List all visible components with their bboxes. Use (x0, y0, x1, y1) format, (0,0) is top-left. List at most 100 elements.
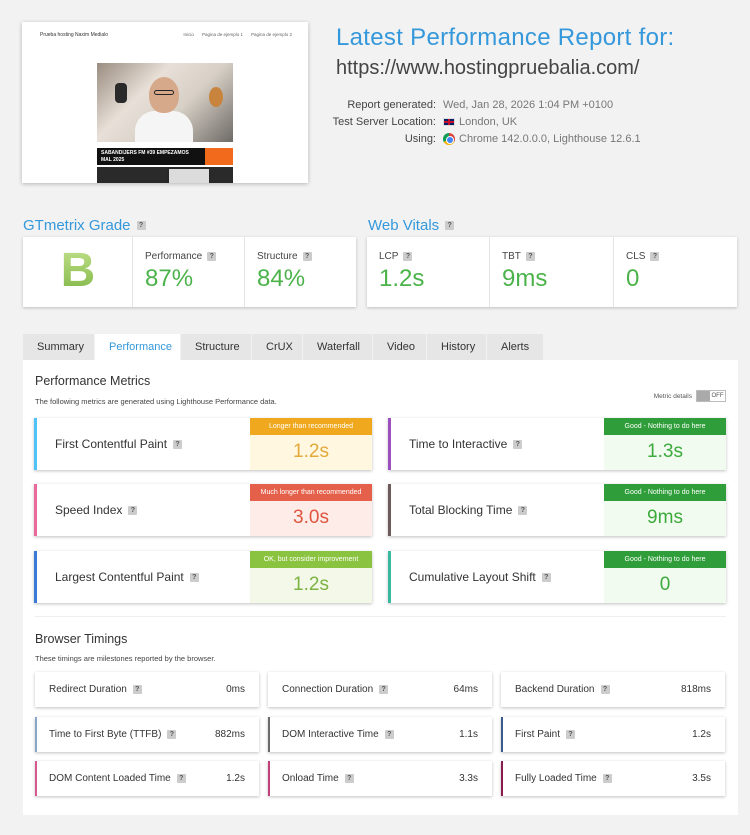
meta-key: Report generated: (347, 99, 436, 111)
timing-name: Redirect Duration? (49, 684, 142, 695)
metric-card[interactable]: Largest Contentful Paint? OK, but conside… (34, 551, 372, 603)
metric-value-box: OK, but consider improvement 1.2s (250, 551, 372, 603)
timing-name-text: DOM Content Loaded Time (49, 773, 171, 784)
timing-card[interactable]: Redirect Duration? 0ms (35, 672, 259, 707)
timing-name: Backend Duration? (515, 684, 610, 695)
timing-value: 3.5s (692, 773, 711, 784)
metric-status-badge: OK, but consider improvement (250, 551, 372, 568)
performance-label: Performance? (145, 251, 217, 262)
help-icon[interactable]: ? (189, 572, 199, 582)
section-divider (35, 616, 726, 617)
timing-card[interactable]: DOM Interactive Time? 1.1s (268, 717, 492, 752)
meta-row-using: Using: Chrome 142.0.0.0, Lighthouse 12.6… (300, 133, 720, 150)
timing-name-text: Fully Loaded Time (515, 773, 597, 784)
performance-metrics-subtitle: The following metrics are generated usin… (35, 397, 277, 406)
help-icon[interactable]: ? (132, 685, 142, 694)
structure-score: 84% (257, 265, 306, 292)
web-vital-value: 1.2s (379, 265, 425, 292)
help-icon[interactable]: ? (541, 572, 551, 582)
timing-name: Onload Time? (282, 773, 354, 784)
meta-value-text: Wed, Jan 28, 2026 1:04 PM +0100 (443, 99, 614, 111)
metric-name-text: Cumulative Layout Shift (409, 570, 536, 584)
metric-name: Time to Interactive? (409, 437, 523, 451)
tab-video[interactable]: Video (373, 334, 427, 360)
help-icon[interactable]: ? (167, 730, 177, 739)
performance-score: 87% (145, 265, 194, 292)
tab-waterfall[interactable]: Waterfall (303, 334, 373, 360)
help-icon[interactable]: ? (518, 505, 528, 515)
timing-name-text: DOM Interactive Time (282, 729, 379, 740)
web-vital-tbt: TBT? 9ms (490, 237, 614, 307)
timing-card[interactable]: First Paint? 1.2s (501, 717, 725, 752)
timing-name: DOM Interactive Time? (282, 729, 394, 740)
help-icon[interactable]: ? (176, 774, 186, 783)
help-icon[interactable]: ? (207, 252, 217, 261)
gtmetrix-grade-heading: GTmetrix Grade? (23, 217, 146, 234)
page-screenshot-thumbnail: Prueba hosting Naxim Medialo Inicio Pagi… (22, 22, 308, 183)
help-icon[interactable]: ? (302, 252, 312, 261)
grade-box: B (23, 237, 133, 307)
timing-value: 1.2s (692, 729, 711, 740)
help-icon[interactable]: ? (344, 774, 354, 783)
meta-value: London, UK (443, 116, 517, 128)
tab-crux[interactable]: CrUX (252, 334, 303, 360)
help-icon[interactable]: ? (128, 505, 138, 515)
timing-value: 64ms (453, 684, 478, 695)
thumbnail-nav-item: Pagina de ejemplo 1 (201, 32, 243, 37)
metric-value: 3.0s (293, 507, 329, 528)
help-icon[interactable]: ? (403, 252, 413, 261)
gtmetrix-grade-card: B Performance? 87% Structure? 84% (23, 237, 356, 307)
report-tabs: Summary Performance Structure CrUX Water… (23, 334, 544, 360)
help-icon[interactable]: ? (600, 685, 610, 694)
thumbnail-banner-text: SABANDIJERS FM #39 EMPEZAMOS MAL 2025 (101, 150, 189, 163)
timing-name: DOM Content Loaded Time? (49, 773, 186, 784)
metric-card[interactable]: Cumulative Layout Shift? Good - Nothing t… (388, 551, 726, 603)
help-icon[interactable]: ? (513, 439, 523, 449)
metric-details-toggle[interactable]: OFF (696, 390, 726, 402)
metric-value: 1.3s (647, 441, 683, 462)
metric-value-box: Longer than recommended 1.2s (250, 418, 372, 470)
tab-history[interactable]: History (427, 334, 487, 360)
thumbnail-banner: SABANDIJERS FM #39 EMPEZAMOS MAL 2025 (97, 148, 233, 165)
timing-name-text: First Paint (515, 729, 561, 740)
meta-value: Chrome 142.0.0.0, Lighthouse 12.6.1 (443, 133, 641, 145)
help-icon[interactable]: ? (566, 730, 576, 739)
timing-card[interactable]: Connection Duration? 64ms (268, 672, 492, 707)
metric-card[interactable]: Speed Index? Much longer than recommended… (34, 484, 372, 536)
tab-summary[interactable]: Summary (23, 334, 95, 360)
tab-performance[interactable]: Performance (95, 334, 181, 360)
timing-card[interactable]: Onload Time? 3.3s (268, 761, 492, 796)
metric-card[interactable]: Time to Interactive? Good - Nothing to do… (388, 418, 726, 470)
help-icon[interactable]: ? (602, 774, 612, 783)
toggle-knob (697, 391, 710, 401)
metric-card[interactable]: First Contentful Paint? Longer than recom… (34, 418, 372, 470)
metric-card[interactable]: Total Blocking Time? Good - Nothing to do… (388, 484, 726, 536)
meta-value: Wed, Jan 28, 2026 1:04 PM +0100 (443, 99, 613, 111)
help-icon[interactable]: ? (650, 252, 660, 261)
help-icon[interactable]: ? (384, 730, 394, 739)
help-icon[interactable]: ? (525, 252, 535, 261)
tab-structure[interactable]: Structure (181, 334, 252, 360)
gtmetrix-grade-title: GTmetrix Grade (23, 217, 131, 234)
structure-score-box: Structure? 84% (245, 237, 356, 307)
meta-key: Test Server Location: (332, 116, 436, 128)
thumbnail-site-logo: Prueba hosting Naxim Medialo (40, 32, 109, 38)
metric-name-text: Speed Index (55, 503, 123, 517)
glasses-shape (154, 90, 174, 95)
timing-name-text: Connection Duration (282, 684, 374, 695)
web-vital-label-text: TBT (502, 251, 521, 262)
metric-status-badge: Longer than recommended (250, 418, 372, 435)
thumbnail-hero-image (97, 63, 233, 142)
timing-card[interactable]: Backend Duration? 818ms (501, 672, 725, 707)
web-vital-label-text: LCP (379, 251, 399, 262)
web-vital-label: LCP? (379, 251, 413, 262)
help-icon[interactable]: ? (173, 439, 183, 449)
report-url[interactable]: https://www.hostingpruebalia.com/ (336, 57, 640, 79)
help-icon[interactable]: ? (379, 685, 389, 694)
tab-alerts[interactable]: Alerts (487, 334, 544, 360)
help-icon[interactable]: ? (136, 221, 146, 230)
timing-card[interactable]: DOM Content Loaded Time? 1.2s (35, 761, 259, 796)
timing-card[interactable]: Time to First Byte (TTFB)? 882ms (35, 717, 259, 752)
help-icon[interactable]: ? (445, 221, 455, 230)
timing-card[interactable]: Fully Loaded Time? 3.5s (501, 761, 725, 796)
